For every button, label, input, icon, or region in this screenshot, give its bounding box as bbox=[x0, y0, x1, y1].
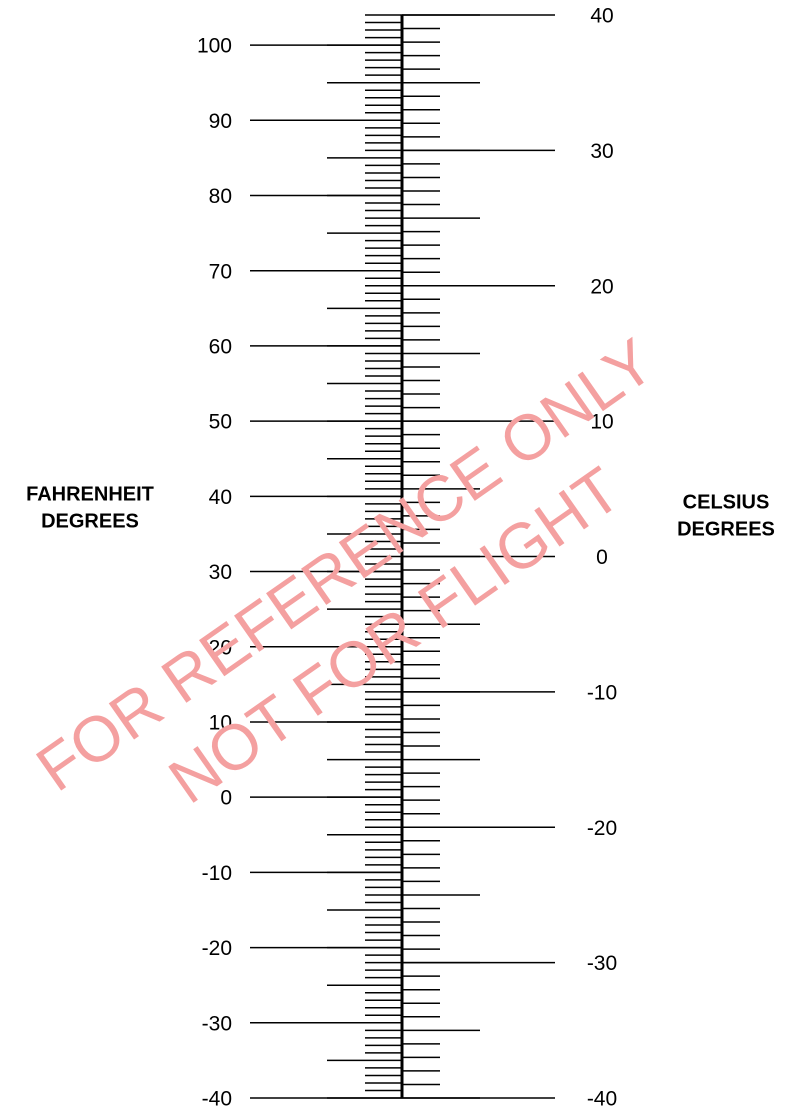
y2-tick-label: -20 bbox=[587, 817, 617, 840]
y2-tick-label: -40 bbox=[587, 1088, 617, 1111]
y2-tick-label: -30 bbox=[587, 952, 617, 975]
y-tick-label: 30 bbox=[209, 561, 232, 584]
y-axis-title: DEGREES bbox=[41, 510, 139, 532]
y-tick-label: 100 bbox=[197, 35, 232, 58]
y-tick-label: 80 bbox=[209, 185, 232, 208]
y-axis-title: FAHRENHEIT bbox=[26, 483, 154, 505]
y2-tick-label: 30 bbox=[590, 140, 613, 163]
y2-tick-label: 20 bbox=[590, 275, 613, 298]
watermark-text: FOR REFERENCE ONLY bbox=[24, 324, 667, 805]
y-tick-label: 50 bbox=[209, 411, 232, 434]
y-tick-label: 20 bbox=[209, 636, 232, 659]
y-tick-label: 90 bbox=[209, 110, 232, 133]
y-tick-label: -30 bbox=[202, 1012, 232, 1035]
y-tick-label: 40 bbox=[209, 486, 232, 509]
y2-tick-label: 10 bbox=[590, 411, 613, 434]
y-tick-label: 10 bbox=[209, 712, 232, 735]
y2-tick-label: 40 bbox=[590, 5, 613, 28]
y-tick-label: -40 bbox=[202, 1088, 232, 1111]
y-tick-label: 70 bbox=[209, 260, 232, 283]
y-tick-label: -10 bbox=[202, 862, 232, 885]
y2-tick-label: 0 bbox=[596, 546, 608, 569]
y-tick-label: -20 bbox=[202, 937, 232, 960]
y-tick-label: 60 bbox=[209, 335, 232, 358]
y2-axis-title: DEGREES bbox=[677, 518, 775, 540]
y2-axis-title: CELSIUS bbox=[683, 491, 770, 513]
y2-tick-label: -10 bbox=[587, 681, 617, 704]
y-tick-label: 0 bbox=[220, 787, 232, 810]
